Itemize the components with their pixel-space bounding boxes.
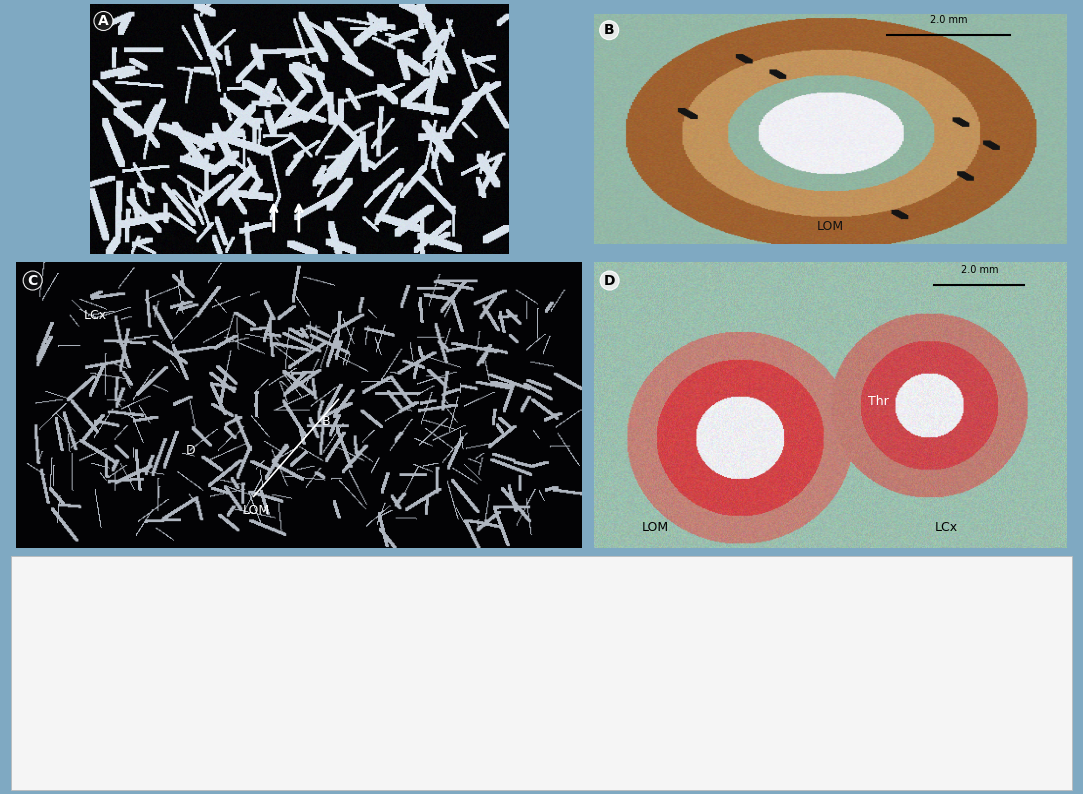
Text: (A): (A) <box>601 663 621 673</box>
Text: sections (Movat pentachrome B and D) from a 68-year-old black woman with a histo: sections (Movat pentachrome B and D) fro… <box>23 591 786 601</box>
Text: the LCx/LOM bifurcation show Thr in the LCx (Taxus), whereas the Cypher stent in: the LCx/LOM bifurcation show Thr in the … <box>23 711 731 722</box>
Text: Note the extensive neointimal formation close to the fracture site.: Note the extensive neointimal formation … <box>221 688 608 697</box>
Text: B: B <box>604 23 614 37</box>
Text: 2.0 mm: 2.0 mm <box>930 16 967 25</box>
Text: [15]: [15] <box>104 760 128 770</box>
Text: infarction and was taken to the catheterization laboratory, where 90% occlusion : infarction and was taken to the catheter… <box>23 639 785 649</box>
Text: (B): (B) <box>203 688 221 697</box>
Text: LOM: LOM <box>817 220 844 233</box>
Text: A: A <box>99 14 108 28</box>
Text: Adapted from: Adapted from <box>23 760 104 770</box>
Text: artery was opened with balloon angioplasty, but the patient died of complication: artery was opened with balloon angioplas… <box>23 663 601 673</box>
Text: The histologic section taken at: The histologic section taken at <box>627 688 806 697</box>
Text: technique (Taxus™ to LCx and Cypher™ to LOM) 172 days before death. She presente: technique (Taxus™ to LCx and Cypher™ to … <box>23 615 793 625</box>
Text: 2.0 mm: 2.0 mm <box>961 265 999 275</box>
Text: D: D <box>604 273 615 287</box>
Text: LOM: LOM <box>641 521 669 534</box>
Text: High power of the Cypher: High power of the Cypher <box>621 663 771 673</box>
Text: D: D <box>186 444 195 457</box>
Text: .: . <box>128 760 131 770</box>
Text: LOM: LOM <box>243 503 270 517</box>
Text: LCx: Left circumflex coronary artery; LOM: Left obtuse marginal; Thr: Thrombus.: LCx: Left circumflex coronary artery; LO… <box>23 736 479 746</box>
Text: C: C <box>27 273 38 287</box>
Text: Thr: Thr <box>869 395 889 408</box>
Text: (C) Low- and: (C) Low- and <box>470 567 549 576</box>
Text: LCx: LCx <box>935 521 957 534</box>
Text: Figure 3. Mechanism of late stent thrombosis in bifurcation stenting.: Figure 3. Mechanism of late stent thromb… <box>23 567 470 576</box>
Text: B: B <box>322 415 330 428</box>
Text: struts fracture site within LOM.: struts fracture site within LOM. <box>23 688 203 697</box>
Text: (A): (A) <box>549 567 569 576</box>
Text: high-power radiographs and histologic: high-power radiographs and histologic <box>569 567 792 576</box>
Text: (D): (D) <box>608 688 627 697</box>
Text: LCx: LCx <box>84 309 107 322</box>
